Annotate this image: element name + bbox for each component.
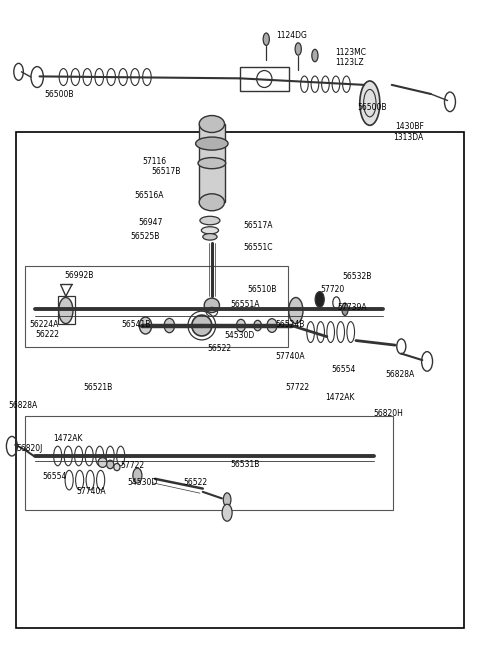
- Ellipse shape: [254, 320, 262, 331]
- Text: 57740A: 57740A: [77, 487, 107, 496]
- Ellipse shape: [200, 216, 220, 225]
- Text: 56828A: 56828A: [385, 370, 415, 379]
- Text: 57722: 57722: [285, 383, 310, 392]
- Text: 56522: 56522: [184, 478, 208, 487]
- Text: 56828A: 56828A: [9, 402, 38, 410]
- Text: 56541B: 56541B: [121, 320, 151, 329]
- Ellipse shape: [223, 493, 231, 506]
- Text: 56525B: 56525B: [130, 233, 160, 241]
- Text: 56222: 56222: [36, 329, 60, 339]
- Ellipse shape: [98, 458, 107, 468]
- Ellipse shape: [198, 158, 226, 169]
- Text: 1124DG: 1124DG: [276, 31, 307, 40]
- Ellipse shape: [315, 291, 324, 307]
- Text: 1472AK: 1472AK: [325, 394, 354, 402]
- Text: 56522: 56522: [207, 344, 232, 353]
- Text: 57720: 57720: [320, 285, 345, 294]
- Ellipse shape: [204, 298, 219, 312]
- Text: 54530D: 54530D: [225, 331, 255, 340]
- Ellipse shape: [196, 137, 228, 150]
- Text: 56517A: 56517A: [244, 221, 273, 231]
- Ellipse shape: [203, 234, 217, 240]
- Text: 56500B: 56500B: [357, 103, 386, 111]
- Ellipse shape: [139, 317, 152, 334]
- Text: 56521B: 56521B: [84, 383, 113, 392]
- Text: 56516A: 56516A: [134, 191, 164, 200]
- Text: 57740A: 57740A: [276, 352, 305, 361]
- Text: 56820J: 56820J: [17, 443, 43, 453]
- Text: 56947: 56947: [139, 218, 163, 227]
- Bar: [199, 124, 225, 202]
- Text: 56551C: 56551C: [244, 244, 273, 252]
- Text: 1430BF: 1430BF: [395, 122, 424, 131]
- Text: 56820H: 56820H: [373, 409, 404, 418]
- Text: 56517B: 56517B: [152, 167, 181, 176]
- Bar: [240, 67, 288, 92]
- Ellipse shape: [133, 468, 142, 483]
- Ellipse shape: [288, 297, 303, 324]
- Text: 56532B: 56532B: [343, 272, 372, 281]
- Ellipse shape: [312, 49, 318, 62]
- Ellipse shape: [342, 303, 348, 316]
- Ellipse shape: [192, 315, 212, 336]
- Text: 1123MC: 1123MC: [336, 48, 366, 58]
- Text: 57116: 57116: [142, 157, 166, 166]
- Text: 56531B: 56531B: [230, 460, 260, 469]
- Ellipse shape: [164, 318, 175, 333]
- Ellipse shape: [222, 504, 232, 521]
- Bar: [25, 415, 393, 510]
- Text: 56500B: 56500B: [44, 90, 74, 98]
- Ellipse shape: [237, 320, 245, 331]
- Text: 56524B: 56524B: [276, 320, 305, 329]
- Ellipse shape: [107, 460, 114, 469]
- Text: 57739A: 57739A: [338, 303, 368, 312]
- Text: 56551A: 56551A: [230, 300, 260, 309]
- Text: 1123LZ: 1123LZ: [336, 58, 364, 67]
- Ellipse shape: [267, 319, 277, 332]
- Ellipse shape: [199, 194, 225, 211]
- Ellipse shape: [263, 33, 269, 45]
- Bar: [25, 265, 288, 347]
- Text: 57722: 57722: [120, 461, 145, 470]
- Bar: [16, 132, 464, 627]
- Ellipse shape: [295, 43, 301, 55]
- Text: 56224A: 56224A: [29, 320, 59, 329]
- Text: 54530D: 54530D: [128, 478, 158, 487]
- Text: 1472AK: 1472AK: [53, 434, 83, 443]
- Text: 56554: 56554: [42, 472, 66, 481]
- Ellipse shape: [201, 227, 218, 234]
- Text: 1313DA: 1313DA: [393, 133, 423, 142]
- Text: 56992B: 56992B: [64, 271, 94, 280]
- Ellipse shape: [360, 81, 380, 125]
- Ellipse shape: [114, 464, 120, 471]
- Ellipse shape: [59, 297, 73, 324]
- Ellipse shape: [199, 115, 225, 132]
- Text: 56510B: 56510B: [247, 284, 276, 293]
- Bar: [58, 296, 75, 324]
- Text: 56554: 56554: [332, 365, 356, 375]
